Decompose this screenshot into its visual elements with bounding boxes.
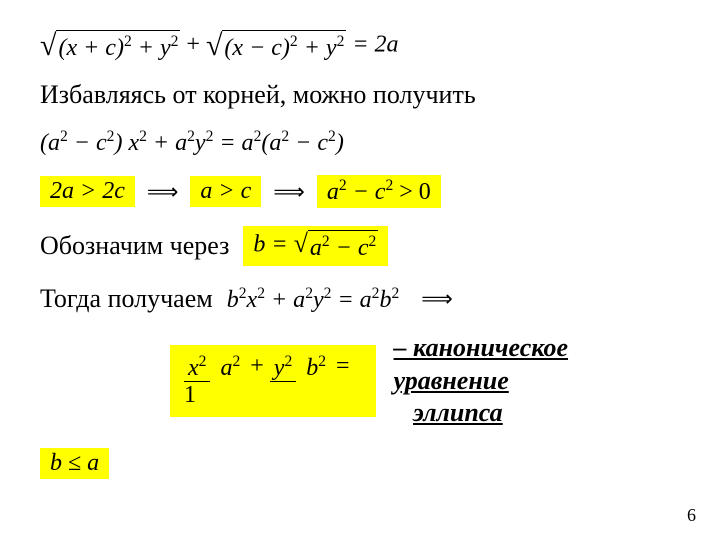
ineq-3: a2 − c2 > 0 — [317, 175, 441, 208]
text-then: Тогда получаем — [40, 284, 213, 314]
canonical-label: – каноническое уравнение эллипса — [394, 332, 680, 430]
page-number: 6 — [687, 505, 696, 526]
fraction-y: y2 b2 — [270, 353, 330, 382]
fraction-x: x2 a2 — [184, 353, 244, 382]
ineq-1: 2a > 2c — [40, 176, 135, 207]
eq-canonical: x2 a2 + y2 b2 = 1 — [170, 345, 376, 417]
math-expr: √ (x + c)2 + y2 + √ (x − c)2 + y2 = 2a — [40, 30, 399, 62]
equation-expanded: (a2 − c2) x2 + a2y2 = a2(a2 − c2) — [40, 128, 680, 157]
math-expr: (a2 − c2) x2 + a2y2 = a2(a2 − c2) — [40, 128, 344, 157]
arrow-icon: ⟹ — [413, 286, 461, 312]
eq-b-def: b = √ a2 − c2 — [243, 226, 388, 266]
ineq-2: a > c — [190, 176, 261, 207]
sqrt-b: √ a2 − c2 — [294, 230, 379, 262]
canonical-equation-row: x2 a2 + y2 b2 = 1 – каноническое уравнен… — [170, 332, 680, 430]
inequality-chain: 2a > 2c ⟹ a > c ⟹ a2 − c2 > 0 — [40, 175, 680, 208]
ineq-ba: b ≤ a — [40, 448, 109, 479]
sqrt-1: √ (x + c)2 + y2 — [40, 30, 180, 62]
definition-b: Обозначим через b = √ a2 − c2 — [40, 226, 680, 266]
equation-distance-sum: √ (x + c)2 + y2 + √ (x − c)2 + y2 = 2a — [40, 30, 680, 62]
arrow-icon: ⟹ — [139, 179, 187, 205]
text-simplify: Избавляясь от корней, можно получить — [40, 80, 476, 110]
equation-b-form: Тогда получаем b2x2 + a2y2 = a2b2 ⟹ — [40, 284, 680, 314]
arrow-icon: ⟹ — [265, 179, 313, 205]
relation-ba: b ≤ a — [40, 448, 680, 479]
text-denote: Обозначим через — [40, 231, 229, 261]
sqrt-2: √ (x − c)2 + y2 — [206, 30, 346, 62]
math-expr: b2x2 + a2y2 = a2b2 — [227, 285, 400, 314]
